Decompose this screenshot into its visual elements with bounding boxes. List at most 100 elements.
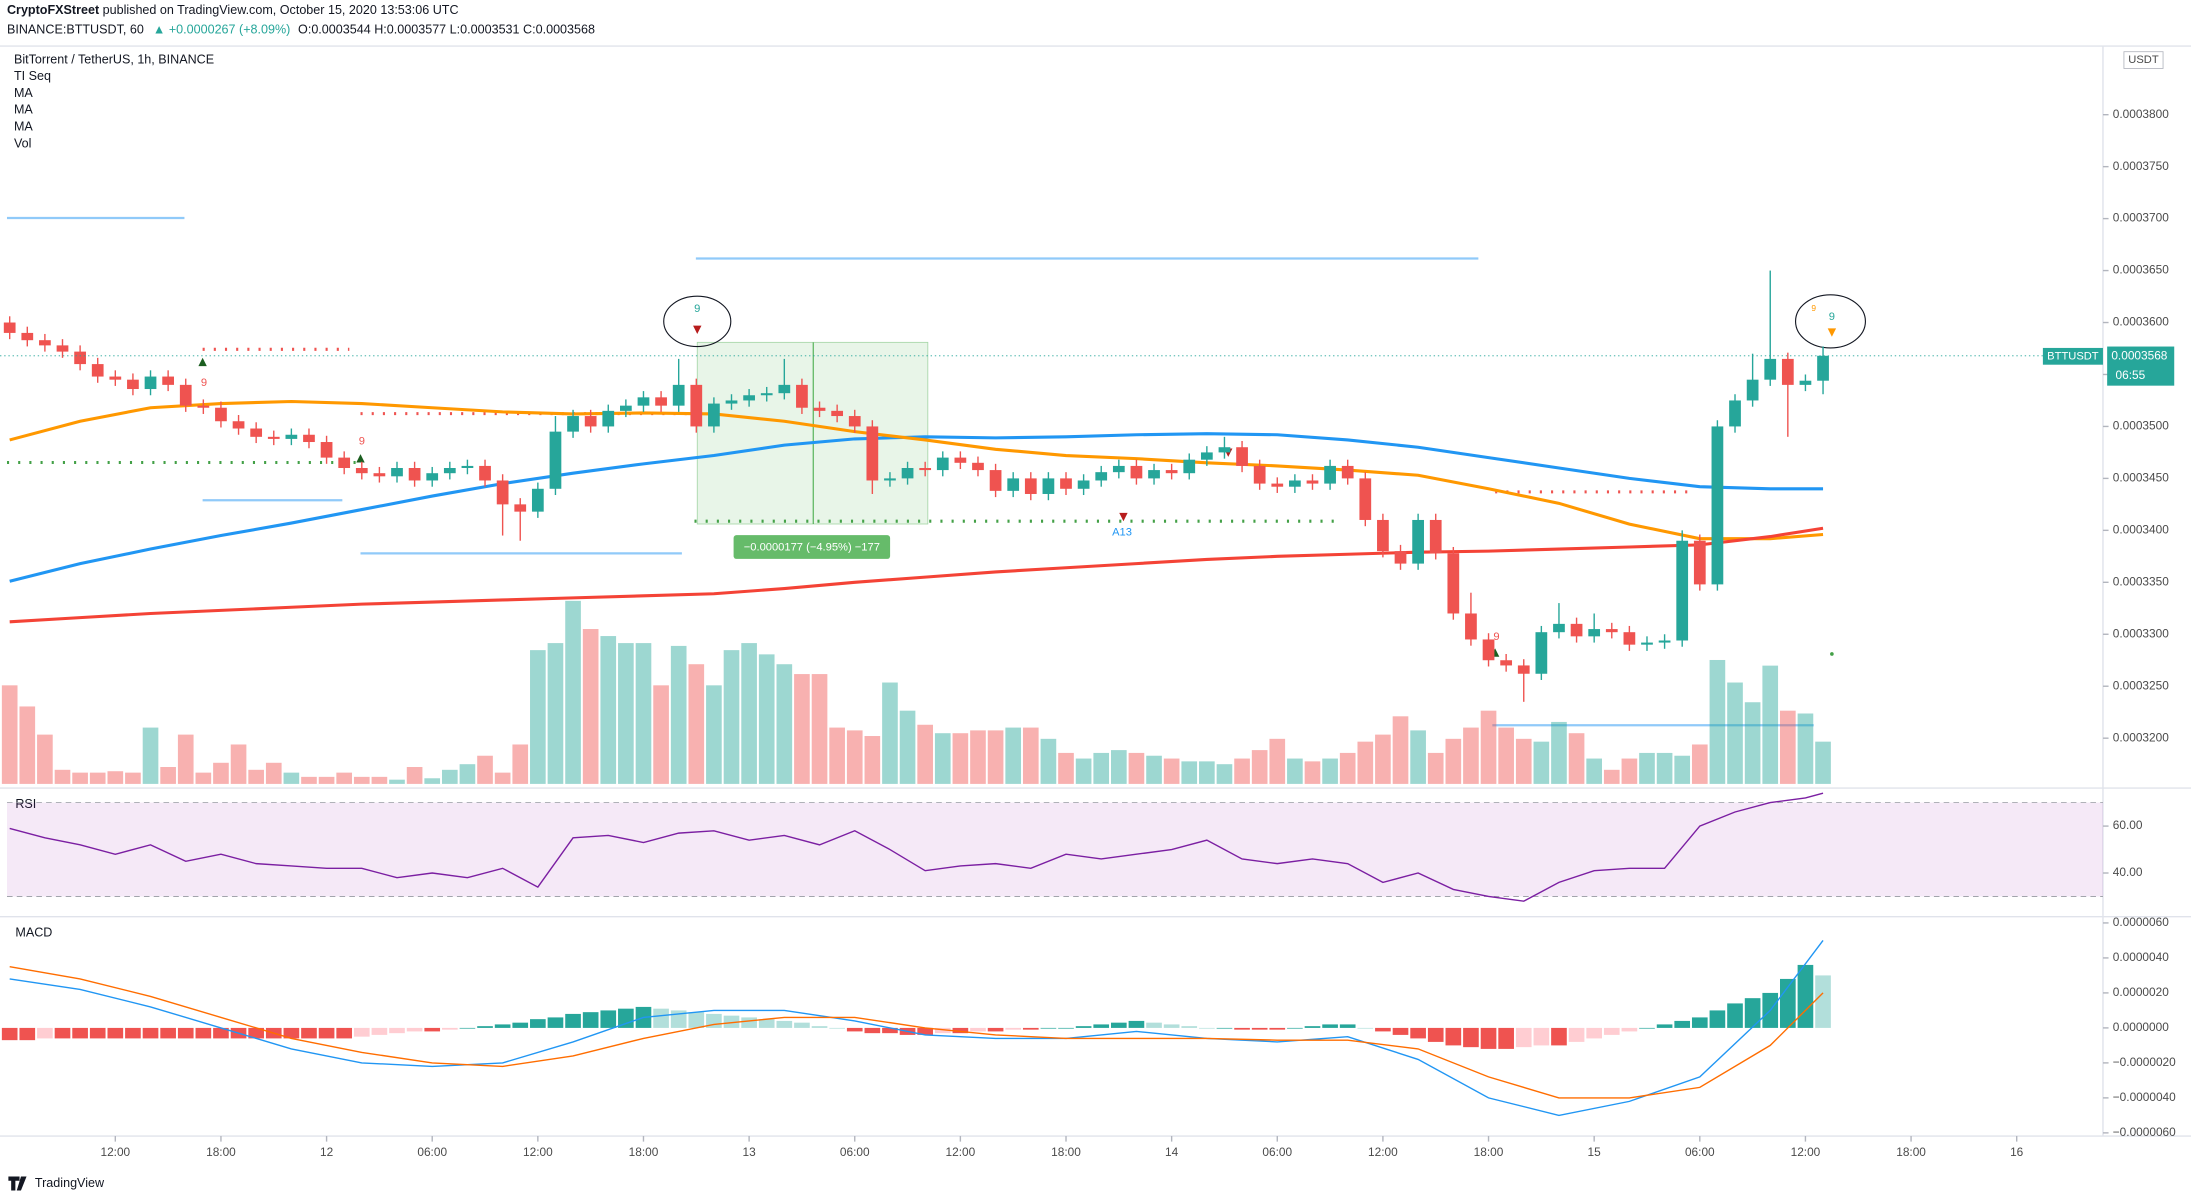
symbol-line: BINANCE:BTTUSDT, 60 ▲ +0.0000267 (+8.09%… <box>7 23 595 37</box>
volume-bar <box>1515 738 1532 784</box>
volume-bar <box>283 772 300 784</box>
candle-body <box>479 465 491 481</box>
candle-body <box>338 457 351 469</box>
macd-histogram-bar <box>1339 1024 1356 1028</box>
y-tick-label: 0.0003650 <box>2113 263 2169 277</box>
macd-histogram-bar <box>1674 1020 1691 1028</box>
candle-body <box>1570 623 1583 637</box>
volume-bar <box>1075 758 1092 784</box>
macd-histogram-bar <box>213 1027 229 1039</box>
candle-body <box>1095 472 1108 481</box>
macd-histogram-bar <box>406 1027 423 1032</box>
candle-body <box>1465 613 1477 640</box>
candle-body <box>162 376 175 385</box>
volume-bar <box>864 736 881 784</box>
candle-body <box>232 421 245 429</box>
published: published on TradingView.com, October 15… <box>103 4 459 18</box>
macd-histogram-bar <box>1163 1024 1180 1028</box>
macd-line <box>9 940 1824 1117</box>
signal-arrow <box>356 454 365 463</box>
volume-bar <box>1058 752 1074 784</box>
macd-histogram-bar <box>776 1020 793 1028</box>
measure-box <box>696 341 929 525</box>
y-tick-label: 0.0003750 <box>2113 159 2169 173</box>
volume-bar <box>829 727 845 784</box>
ohlc-close: C:0.0003568 <box>523 23 595 37</box>
macd-histogram-bar <box>1093 1024 1110 1028</box>
volume-bar <box>1040 738 1057 784</box>
candle-body <box>1553 623 1565 633</box>
y-tick-label: 0.0003250 <box>2113 678 2169 692</box>
candle-body <box>39 340 51 346</box>
x-tick-label: 12:00 <box>1368 1145 1398 1159</box>
macd-histogram-bar <box>1744 998 1761 1028</box>
candle-body <box>197 405 210 408</box>
symbol-tag: BTTUSDT <box>2047 350 2099 362</box>
candle-body <box>426 473 439 481</box>
volume-bar <box>882 682 898 784</box>
macd-histogram-bar <box>424 1027 441 1032</box>
volume-bar <box>653 685 669 784</box>
candle-body <box>443 468 456 474</box>
candle-body <box>514 504 527 512</box>
ohlc-low: L:0.0003531 <box>450 23 520 37</box>
volume-bar <box>1005 727 1022 784</box>
legend-entry: Vol <box>14 136 31 150</box>
volume-bar <box>1780 710 1796 784</box>
volume-bar <box>1093 752 1110 784</box>
candle-body <box>584 416 597 427</box>
candle-body <box>972 462 984 471</box>
candle-body <box>743 395 755 401</box>
candle-body <box>778 384 791 394</box>
macd-histogram-bar <box>1 1027 18 1041</box>
macd-histogram-bar <box>1199 1027 1215 1029</box>
volume-bar <box>195 772 212 784</box>
volume-bar <box>477 755 493 784</box>
y-tick-label: 0.0003400 <box>2113 522 2169 536</box>
candle-body <box>1165 470 1178 474</box>
x-tick-label: 18:00 <box>1474 1145 1504 1159</box>
macd-histogram-bar <box>1251 1027 1268 1030</box>
signal-arrow <box>1827 328 1837 337</box>
macd-histogram-bar <box>934 1027 951 1034</box>
volume-bar <box>1 685 18 784</box>
volume-bar <box>1709 659 1726 784</box>
candle-body <box>1200 452 1213 460</box>
candle-body <box>866 426 879 481</box>
macd-histogram-bar <box>441 1027 458 1030</box>
macd-histogram-bar <box>1445 1027 1462 1046</box>
macd-histogram-bar <box>618 1008 634 1028</box>
rsi-line <box>9 792 1824 902</box>
macd-histogram-bar <box>1568 1027 1585 1042</box>
y-tick-label: 40.00 <box>2113 865 2143 879</box>
candle-body <box>848 416 861 427</box>
legend-entry: MA <box>14 86 33 100</box>
macd-histogram-bar <box>1639 1027 1655 1029</box>
candle-body <box>285 434 298 439</box>
macd-histogram-bar <box>917 1027 933 1035</box>
candle-body <box>1077 480 1090 489</box>
macd-histogram-bar <box>512 1022 529 1028</box>
signal-arrow <box>198 357 207 367</box>
candle-body <box>1623 632 1636 645</box>
ohlc-high: H:0.0003577 <box>374 23 446 37</box>
candle-body <box>1658 640 1671 643</box>
x-tick-label: 12:00 <box>100 1145 130 1159</box>
macd-histogram-bar <box>353 1027 370 1037</box>
candle-body <box>1183 459 1196 474</box>
volume-bar <box>142 727 159 784</box>
macd-histogram-bar <box>1357 1027 1374 1029</box>
candle-body <box>1676 540 1689 641</box>
candle-body <box>620 405 632 411</box>
volume-bar <box>1498 727 1514 784</box>
macd-histogram-bar <box>829 1027 845 1029</box>
macd-histogram-bar <box>1111 1022 1127 1028</box>
candle-body <box>1781 358 1794 385</box>
author: CryptoFXStreet <box>7 4 100 18</box>
x-tick-label: 18:00 <box>206 1145 236 1159</box>
volume-bar <box>1568 733 1585 784</box>
volume-bar <box>248 769 264 784</box>
candle-body <box>320 442 333 458</box>
candle-body <box>1412 519 1424 564</box>
